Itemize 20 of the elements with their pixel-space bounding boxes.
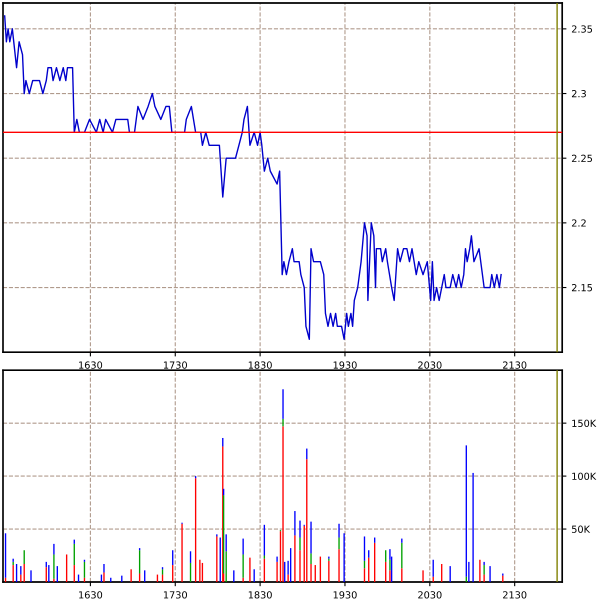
x-tick-label: 1630 — [79, 361, 102, 369]
x-tick-label: 1730 — [164, 591, 187, 599]
y-tick-label: 2.2 — [572, 219, 586, 227]
x-tick-label: 2030 — [418, 361, 442, 369]
x-tick-label: 2130 — [503, 591, 526, 599]
y-tick-label: 2.25 — [572, 154, 592, 162]
y-tick-label: 100K — [572, 472, 596, 480]
x-tick-label: 2130 — [503, 361, 526, 369]
y-tick-label: 150K — [572, 420, 596, 427]
y-tick-label: 50K — [572, 526, 590, 533]
x-tick-label: 1930 — [334, 591, 357, 599]
y-tick-label: 2.35 — [572, 25, 592, 33]
x-tick-label: 1830 — [248, 591, 272, 599]
y-tick-label: 2.3 — [572, 90, 586, 98]
y-tick-label: 2.15 — [572, 284, 592, 292]
x-tick-label: 1830 — [248, 361, 272, 369]
x-tick-label: 2030 — [418, 591, 442, 599]
x-tick-label: 1930 — [334, 361, 357, 369]
x-tick-label: 1730 — [164, 361, 187, 369]
x-tick-label: 1630 — [79, 591, 102, 599]
